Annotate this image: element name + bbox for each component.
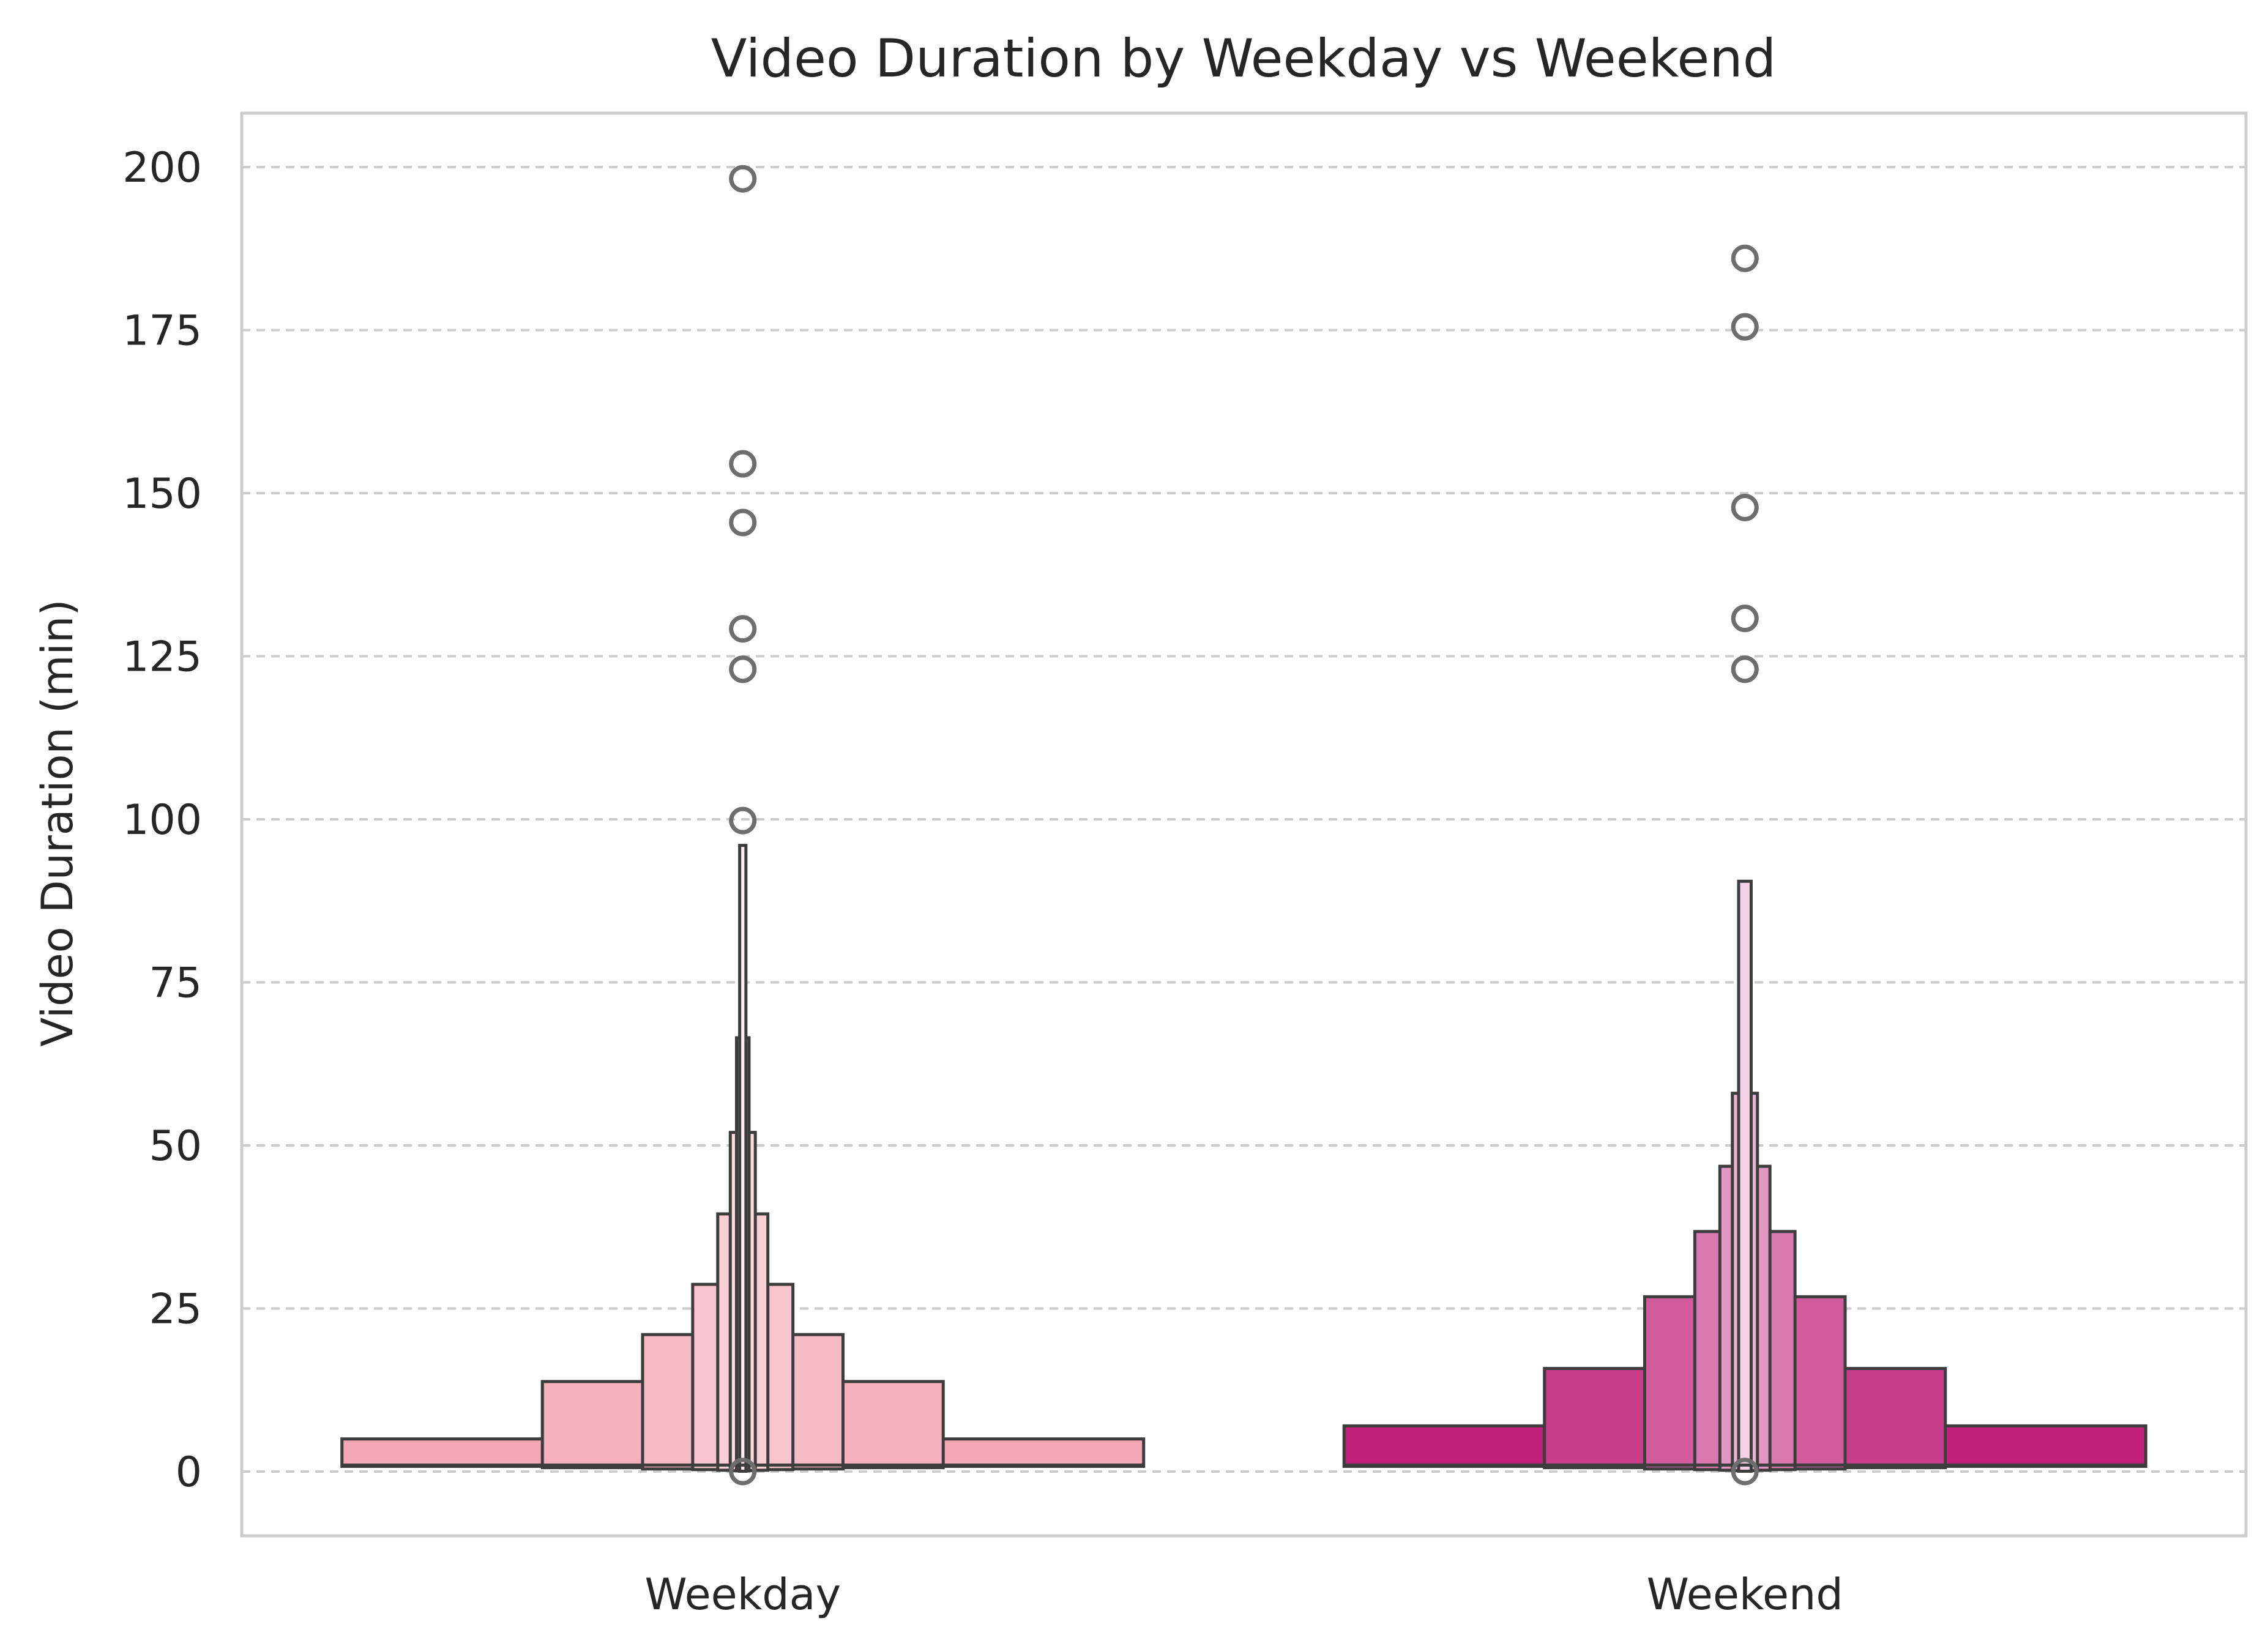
boxen-series <box>340 844 2147 1473</box>
y-tick-label: 25 <box>149 1286 202 1334</box>
y-tick-label: 125 <box>122 633 202 682</box>
y-tick-label: 50 <box>149 1122 202 1171</box>
plot-frame <box>240 111 2248 1538</box>
x-tick-labels: Weekday Weekend <box>644 1569 1843 1620</box>
y-tick-label: 200 <box>122 144 202 192</box>
y-axis-label: Video Duration (min) <box>32 599 83 1046</box>
y-tick-label: 0 <box>176 1448 202 1497</box>
outlier-point <box>729 806 757 835</box>
outlier-point <box>729 655 757 683</box>
y-tick-label: 75 <box>149 959 202 1008</box>
y-tick-labels: 0 25 50 75 100 125 150 175 200 <box>122 144 202 1497</box>
outlier-point <box>1731 244 1759 272</box>
outlier-point <box>1731 313 1759 341</box>
boxen-box <box>1737 879 1753 1473</box>
y-tick-label: 175 <box>122 307 202 355</box>
y-tick-label: 100 <box>122 796 202 844</box>
outliers <box>729 165 1759 1486</box>
outlier-point <box>729 508 757 537</box>
outlier-point <box>1731 493 1759 521</box>
gridlines <box>242 166 2246 1473</box>
outlier-point <box>1731 1457 1759 1486</box>
y-tick-label: 150 <box>122 470 202 518</box>
x-tick-label: Weekday <box>644 1569 841 1620</box>
boxen-box <box>738 844 748 1473</box>
outlier-point <box>1731 655 1759 683</box>
x-tick-label: Weekend <box>1647 1569 1843 1620</box>
outlier-point <box>729 615 757 643</box>
outlier-point <box>729 1457 757 1486</box>
chart-title: Video Duration by Weekday vs Weekend <box>711 28 1777 89</box>
outlier-point <box>729 450 757 478</box>
outlier-point <box>1731 605 1759 633</box>
outlier-point <box>729 165 757 193</box>
